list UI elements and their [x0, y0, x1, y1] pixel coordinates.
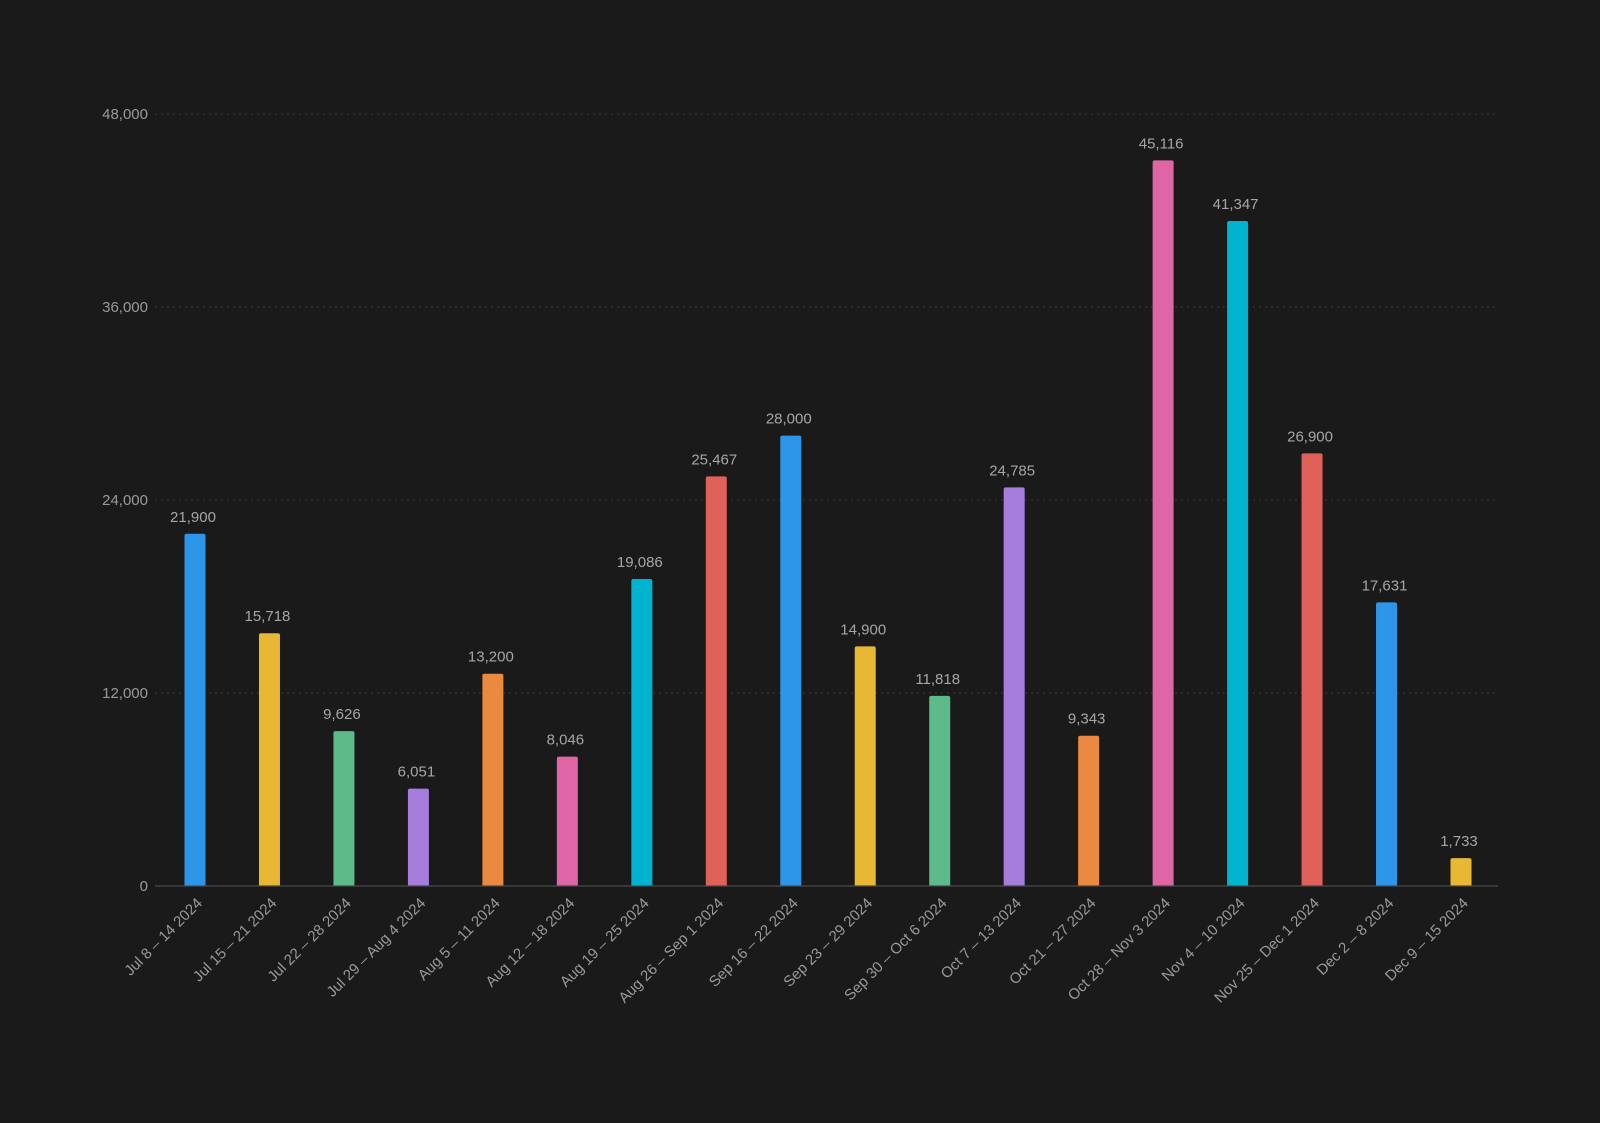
bar-value-label: 17,631: [1362, 577, 1408, 594]
bar: [929, 695, 951, 886]
bar-value-label: 6,051: [398, 764, 436, 781]
bar: [1152, 160, 1174, 886]
bar: [1003, 487, 1025, 886]
y-tick-label: 36,000: [102, 299, 148, 316]
bar-value-label: 26,900: [1287, 428, 1333, 445]
bar-value-label: 41,347: [1213, 196, 1259, 213]
bar: [333, 731, 355, 886]
bar: [631, 579, 653, 886]
bar-value-label: 45,116: [1139, 135, 1184, 152]
bar-value-label: 28,000: [766, 411, 812, 428]
bar-value-label: 21,900: [170, 509, 216, 526]
bar-value-label: 14,900: [840, 621, 886, 638]
y-tick-label: 48,000: [102, 106, 148, 123]
bar-value-label: 8,046: [547, 732, 585, 749]
y-tick-label: 0: [140, 878, 148, 895]
bar-value-label: 9,626: [323, 706, 361, 723]
bar: [705, 476, 727, 886]
bar: [854, 646, 876, 886]
bar-value-label: 9,343: [1068, 711, 1106, 728]
bar-value-label: 25,467: [691, 451, 737, 468]
x-tick-label: Dec 2 – 8 2024: [1313, 895, 1397, 979]
bar: [1227, 221, 1249, 886]
y-tick-label: 24,000: [102, 492, 148, 509]
bar: [780, 435, 802, 886]
bar-value-label: 15,718: [245, 608, 291, 625]
x-tick-label: Jul 8 – 14 2024: [121, 895, 206, 980]
y-axis-ticks: 0 12,000 24,000 36,000 48,000: [102, 106, 148, 895]
bar: [1376, 602, 1398, 886]
bar: [407, 788, 429, 886]
bar-value-label: 13,200: [468, 649, 514, 666]
bar: [258, 633, 280, 886]
bar-value-label: 24,785: [989, 462, 1035, 479]
bars: [184, 160, 1472, 886]
bar: [556, 756, 578, 886]
bar-value-label: 19,086: [617, 554, 663, 571]
bar-value-label: 1,733: [1440, 833, 1478, 850]
y-tick-label: 12,000: [102, 685, 148, 702]
value-labels: 21,900 15,718 9,626 6,051 13,200 8,046 19,086 2…: [170, 135, 1478, 850]
bar: [482, 673, 504, 886]
bar: [1078, 735, 1100, 886]
bar: [1301, 453, 1323, 886]
grid-lines: [155, 113, 1498, 694]
bar-value-label: 11,818: [915, 671, 960, 688]
bar: [184, 533, 206, 886]
bar: [1450, 858, 1472, 886]
